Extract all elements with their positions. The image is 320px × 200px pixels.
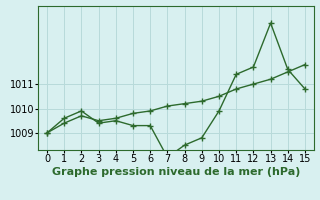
X-axis label: Graphe pression niveau de la mer (hPa): Graphe pression niveau de la mer (hPa) — [52, 167, 300, 177]
